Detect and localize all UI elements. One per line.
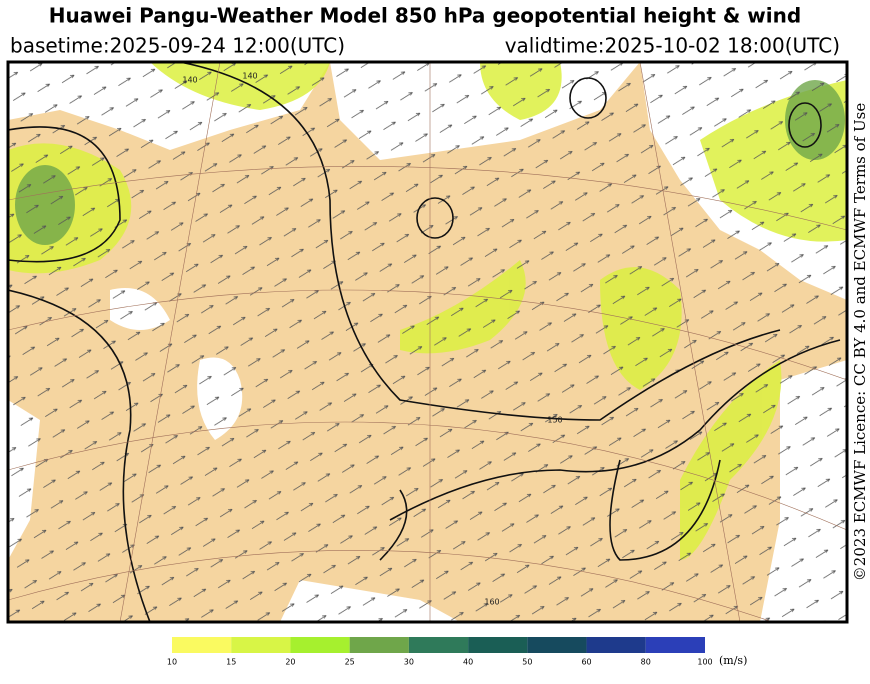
colorbar-tick-label: 40 — [463, 658, 473, 667]
colorbar-tick-label: 25 — [345, 658, 355, 667]
colorbar-tick-label: 50 — [522, 658, 532, 667]
colorbar-segment — [172, 637, 232, 653]
basetime: basetime:2025-09-24 12:00(UTC) — [10, 34, 345, 58]
contour-label: 140 — [182, 76, 197, 85]
colorbar-segment — [468, 637, 528, 653]
colorbar-tick-label: 15 — [226, 658, 236, 667]
colorbar: 10 15 20 25 30 40 50 60 80 100 — [167, 637, 713, 667]
map-border — [6, 60, 849, 624]
colorbar-segment — [290, 637, 350, 653]
colorbar-tick-label: 60 — [581, 658, 591, 667]
colorbar-tick-label: 100 — [697, 658, 712, 667]
colorbar-segment — [527, 637, 587, 653]
contour-label: 140 — [242, 72, 257, 81]
colorbar-segment — [349, 637, 409, 653]
colorbar-segment — [586, 637, 646, 653]
grid-lines — [8, 62, 847, 622]
colorbar-tick-label: 80 — [641, 658, 651, 667]
wind-arrows — [8, 62, 847, 622]
colorbar-tick-label: 10 — [167, 658, 177, 667]
validtime: validtime:2025-10-02 18:00(UTC) — [505, 34, 840, 58]
colorbar-segment — [231, 637, 291, 653]
map — [8, 62, 847, 622]
contour-label: 160 — [484, 598, 499, 607]
contour-label: 150 — [547, 416, 562, 425]
colorbar-segment — [645, 637, 705, 653]
credit: ©2023 ECMWF Licence: CC BY 4.0 and ECMWF… — [851, 103, 869, 582]
title: Huawei Pangu-Weather Model 850 hPa geopo… — [49, 4, 801, 28]
colorbar-segment — [408, 637, 469, 653]
colorbar-tick-label: 20 — [285, 658, 295, 667]
colorbar-tick-label: 30 — [404, 658, 414, 667]
colorbar-unit: (m/s) — [719, 654, 747, 667]
